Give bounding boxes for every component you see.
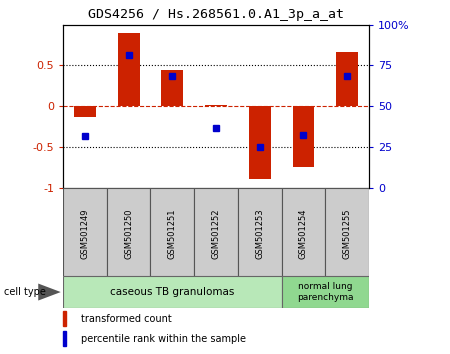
Bar [63, 188, 107, 276]
Bar [292, 106, 315, 167]
Bar [325, 188, 369, 276]
Bar [117, 33, 140, 106]
Text: percentile rank within the sample: percentile rank within the sample [81, 334, 246, 344]
Bar [107, 188, 150, 276]
Text: caseous TB granulomas: caseous TB granulomas [110, 287, 234, 297]
Bar [63, 311, 67, 326]
Text: normal lung
parenchyma: normal lung parenchyma [297, 282, 354, 302]
Bar [74, 106, 96, 117]
Bar [336, 52, 358, 106]
Text: GSM501253: GSM501253 [255, 208, 264, 259]
Text: GSM501254: GSM501254 [299, 209, 308, 259]
Bar [249, 106, 270, 179]
Text: GSM501250: GSM501250 [124, 209, 133, 259]
Bar [150, 188, 194, 276]
Bar [63, 331, 67, 346]
Text: transformed count: transformed count [81, 314, 172, 324]
Bar [63, 276, 282, 308]
Bar [162, 70, 183, 106]
Text: GSM501251: GSM501251 [168, 209, 177, 259]
Bar [205, 104, 227, 106]
Bar [238, 188, 282, 276]
Bar [282, 276, 369, 308]
Bar [282, 188, 325, 276]
Text: GSM501249: GSM501249 [81, 209, 90, 259]
Polygon shape [38, 284, 61, 301]
Text: GSM501252: GSM501252 [212, 209, 220, 259]
Bar [194, 188, 238, 276]
Text: cell type: cell type [4, 287, 46, 297]
Title: GDS4256 / Hs.268561.0.A1_3p_a_at: GDS4256 / Hs.268561.0.A1_3p_a_at [88, 8, 344, 21]
Text: GSM501255: GSM501255 [342, 209, 351, 259]
